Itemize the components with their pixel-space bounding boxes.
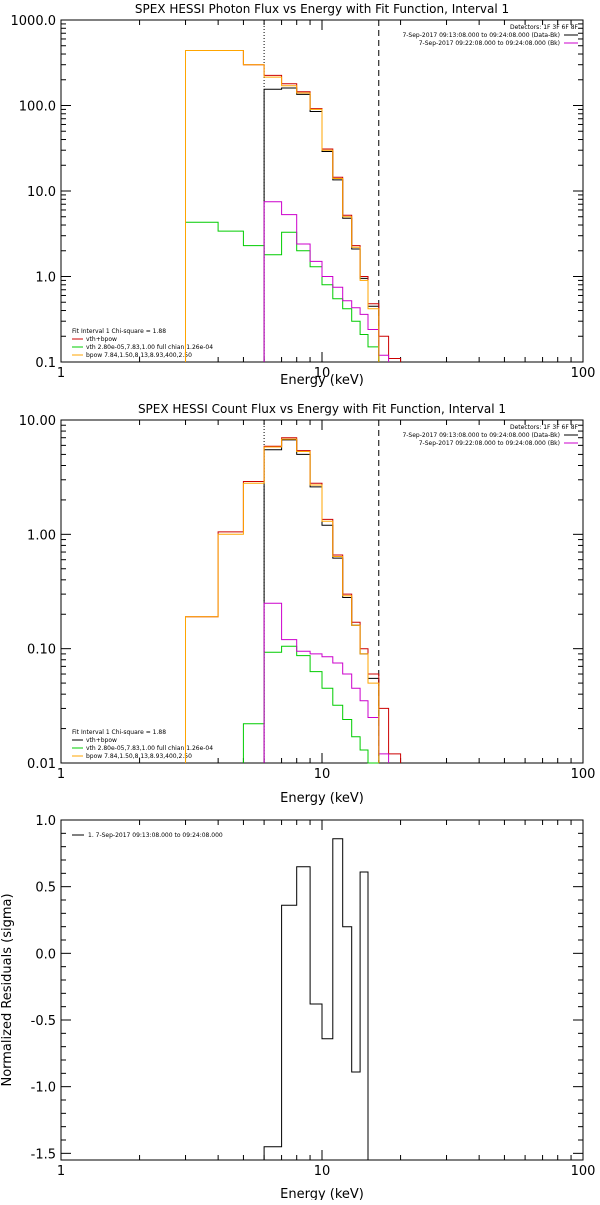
series-line-3: [263, 201, 390, 362]
series-line-3: [263, 602, 390, 763]
series-line-1: [185, 437, 402, 763]
legend-line: 7-Sep-2017 09:13:08.000 to 09:24:08.000 …: [402, 32, 560, 39]
x-tick-label: 10: [314, 366, 331, 381]
series-line-4: [185, 50, 380, 362]
plot-frame: [60, 19, 584, 363]
x-axis-label: Energy (keV): [280, 791, 364, 806]
legend-top-right: Detectors: 1F 3F 6F 8F 7-Sep-2017 09:13:…: [402, 424, 578, 447]
legend-top-right: Detectors: 1F 3F 6F 8F 7-Sep-2017 09:13:…: [402, 24, 578, 47]
y-tick-label: 10.00: [19, 414, 56, 429]
y-tick-label: -0.5: [31, 1014, 56, 1029]
legend-detectors: Detectors: 1F 3F 6F 8F: [510, 424, 579, 431]
y-tick-label: 1.0: [35, 271, 56, 286]
y-tick-label: 100.0: [19, 100, 56, 115]
y-axis-label: Normalized Residuals (sigma): [0, 893, 15, 1086]
x-axis-label: Energy (keV): [280, 1187, 364, 1200]
legend-line: vth+bpow: [86, 737, 117, 744]
legend-detectors: Detectors: 1F 3F 6F 8F: [510, 24, 579, 31]
plot-frame: [60, 419, 584, 764]
y-tick-label: 0.0: [35, 947, 56, 962]
legend: 1. 7-Sep-2017 09:13:08.000 to 09:24:08.0…: [88, 832, 223, 839]
y-tick-label: -1.5: [31, 1147, 56, 1162]
x-tick-label: 1: [57, 366, 65, 381]
y-tick-label: 0.10: [27, 643, 56, 658]
y-tick-label: -1.0: [31, 1081, 56, 1096]
series-line-0: [263, 87, 380, 362]
legend-line: 7-Sep-2017 09:13:08.000 to 09:24:08.000 …: [402, 432, 560, 439]
y-tick-label: 0.01: [27, 757, 56, 772]
x-tick-label: 1: [57, 767, 65, 782]
legend-line: vth 2.80e-05,7.83,1.00 full chian 1.26e-…: [86, 344, 213, 351]
x-tick-label: 100: [571, 366, 596, 381]
x-tick-label: 10: [314, 1164, 331, 1179]
x-tick-label: 100: [571, 1164, 596, 1179]
y-tick-label: 1000.0: [11, 14, 57, 29]
series-line-2: [185, 221, 380, 362]
y-tick-label: 0.1: [35, 356, 56, 371]
x-tick-label: 10: [314, 767, 331, 782]
series-line-0: [263, 439, 380, 763]
chart-title: SPEX HESSI Photon Flux vs Energy with Fi…: [135, 2, 509, 16]
residuals-panel: Energy (keV) Normalized Residuals (sigma…: [0, 814, 596, 1202]
legend-line: bpow 7.84,1.50,8.13,8.93,400,2.50: [86, 352, 192, 359]
series-line-2: [242, 645, 379, 764]
legend-header: Fit Interval 1 Chi-square = 1.88: [72, 729, 166, 736]
legend-header: Fit Interval 1 Chi-square = 1.88: [72, 328, 166, 335]
plot-frame: [60, 819, 584, 1161]
y-tick-label: 10.0: [27, 185, 56, 200]
legend-line: 7-Sep-2017 09:22:08.000 to 09:24:08.000 …: [419, 440, 560, 447]
series-line-4: [185, 438, 380, 763]
legend-bottom-left: Fit Interval 1 Chi-square = 1.88 vth+bpo…: [72, 729, 213, 760]
count-flux-panel: SPEX HESSI Count Flux vs Energy with Fit…: [19, 402, 596, 806]
legend-line: 7-Sep-2017 09:22:08.000 to 09:24:08.000 …: [419, 40, 560, 47]
chart-title: SPEX HESSI Count Flux vs Energy with Fit…: [138, 402, 506, 416]
y-tick-label: 0.5: [35, 881, 56, 896]
legend-label: 1. 7-Sep-2017 09:13:08.000 to 09:24:08.0…: [88, 832, 223, 839]
legend-line: vth 2.80e-05,7.83,1.00 full chian 1.26e-…: [86, 745, 213, 752]
legend-line: vth+bpow: [86, 336, 117, 343]
y-tick-label: 1.0: [35, 814, 56, 829]
x-tick-label: 1: [57, 1164, 65, 1179]
photon-flux-panel: SPEX HESSI Photon Flux vs Energy with Fi…: [11, 2, 596, 388]
y-tick-label: 1.00: [27, 528, 56, 543]
x-axis-label: Energy (keV): [280, 373, 364, 388]
legend-bottom-left: Fit Interval 1 Chi-square = 1.88 vth+bpo…: [72, 328, 213, 359]
series-line-0: [263, 838, 369, 1160]
x-tick-label: 100: [571, 767, 596, 782]
legend-line: bpow 7.84,1.50,8.13,8.93,400,2.50: [86, 753, 192, 760]
